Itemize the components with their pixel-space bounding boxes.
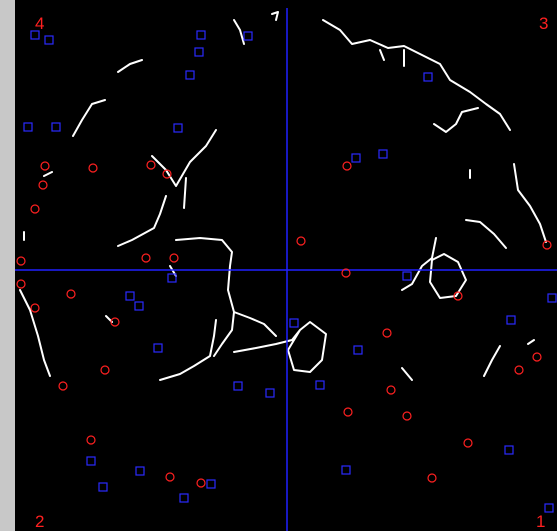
contour — [233, 19, 245, 45]
red-circle-marker — [16, 256, 26, 266]
red-circle-marker — [382, 328, 392, 338]
corner-label: 2 — [35, 512, 44, 531]
red-circle-marker — [30, 204, 40, 214]
contour — [43, 169, 471, 179]
contour — [72, 99, 106, 137]
blue-square-marker — [289, 318, 299, 328]
red-circle-marker — [427, 473, 437, 483]
blue-square-marker — [51, 122, 61, 132]
contour — [117, 129, 217, 247]
blue-square-marker — [423, 72, 433, 82]
contour — [322, 19, 511, 131]
blue-square-marker — [504, 445, 514, 455]
contour — [379, 49, 405, 67]
blue-square-marker — [315, 380, 325, 390]
blue-square-marker — [30, 30, 40, 40]
contour — [513, 163, 547, 243]
blue-square-marker — [243, 31, 253, 41]
corner-label: 3 — [539, 14, 548, 33]
blue-square-marker — [167, 273, 177, 283]
contour — [117, 59, 143, 73]
red-circle-marker — [110, 317, 120, 327]
contour — [433, 107, 479, 133]
red-circle-marker — [38, 180, 48, 190]
contour — [401, 237, 467, 299]
blue-square-marker — [378, 149, 388, 159]
blue-square-marker — [206, 479, 216, 489]
blue-square-marker — [98, 482, 108, 492]
red-circle-marker — [141, 253, 151, 263]
red-circle-marker — [342, 161, 352, 171]
red-circle-marker — [66, 289, 76, 299]
red-circle-marker — [30, 303, 40, 313]
red-circle-marker — [463, 438, 473, 448]
red-circle-marker — [402, 411, 412, 421]
blue-square-marker — [402, 271, 412, 281]
left-strip — [0, 0, 15, 531]
red-circle-marker — [58, 381, 68, 391]
red-circle-marker — [162, 169, 172, 179]
red-circle-marker — [16, 279, 26, 289]
blue-square-marker — [353, 345, 363, 355]
blue-square-marker — [86, 456, 96, 466]
markers — [16, 30, 557, 513]
contour — [175, 237, 277, 357]
blue-square-marker — [179, 493, 189, 503]
red-circle-marker — [386, 385, 396, 395]
red-circle-marker — [100, 365, 110, 375]
blue-square-marker — [547, 293, 557, 303]
red-circle-marker — [542, 240, 552, 250]
blue-square-marker — [351, 153, 361, 163]
red-circle-marker — [341, 268, 351, 278]
blue-square-marker — [194, 47, 204, 57]
red-circle-marker — [40, 161, 50, 171]
blue-square-marker — [125, 291, 135, 301]
blue-square-marker — [265, 388, 275, 398]
red-circle-marker — [514, 365, 524, 375]
blue-square-marker — [341, 465, 351, 475]
blue-square-marker — [196, 30, 206, 40]
blue-square-marker — [185, 70, 195, 80]
red-circle-marker — [86, 435, 96, 445]
red-circle-marker — [146, 160, 156, 170]
contour — [465, 219, 507, 249]
blue-square-marker — [23, 122, 33, 132]
blue-square-marker — [44, 35, 54, 45]
contour — [271, 11, 279, 21]
red-circle-marker — [453, 291, 463, 301]
blue-square-marker — [506, 315, 516, 325]
contour — [19, 231, 51, 377]
red-circle-marker — [296, 236, 306, 246]
blue-square-marker — [134, 301, 144, 311]
blue-square-marker — [173, 123, 183, 133]
blue-square-marker — [233, 381, 243, 391]
red-circle-marker — [343, 407, 353, 417]
blue-square-marker — [135, 466, 145, 476]
contour — [159, 319, 327, 381]
blue-square-marker — [544, 503, 554, 513]
blue-square-marker — [153, 343, 163, 353]
red-circle-marker — [88, 163, 98, 173]
contour — [401, 339, 535, 381]
red-circle-marker — [532, 352, 542, 362]
red-circle-marker — [169, 253, 179, 263]
red-circle-marker — [196, 478, 206, 488]
red-circle-marker — [165, 472, 175, 482]
corner-label: 1 — [536, 512, 545, 531]
corner-label: 4 — [35, 14, 44, 33]
